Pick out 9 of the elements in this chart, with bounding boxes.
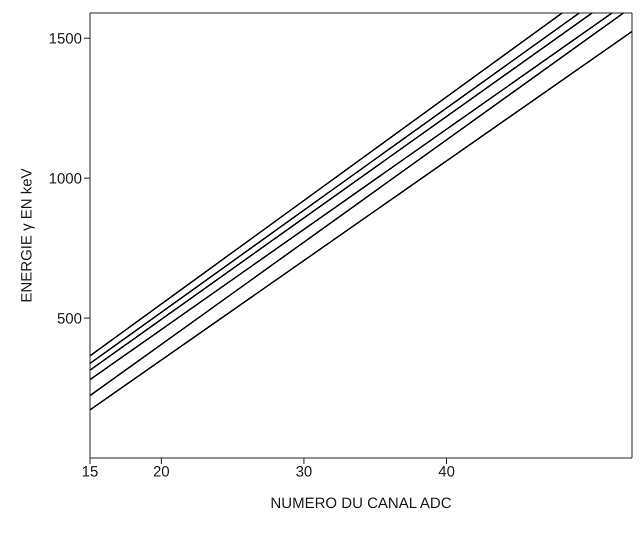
x-tick-label: 15 <box>82 464 98 481</box>
y-tick-label: 1500 <box>48 30 82 48</box>
y-axis-title: ENERGIE γ EN keV <box>18 168 36 303</box>
x-tick-label: 20 <box>152 464 170 481</box>
x-tick-label: 40 <box>438 464 455 481</box>
y-tick-label: 1000 <box>48 170 82 188</box>
x-tick-label: 30 <box>296 464 312 481</box>
y-tick-label: 500 <box>56 310 82 328</box>
x-axis-title: NUMERO DU CANAL ADC <box>270 495 452 512</box>
